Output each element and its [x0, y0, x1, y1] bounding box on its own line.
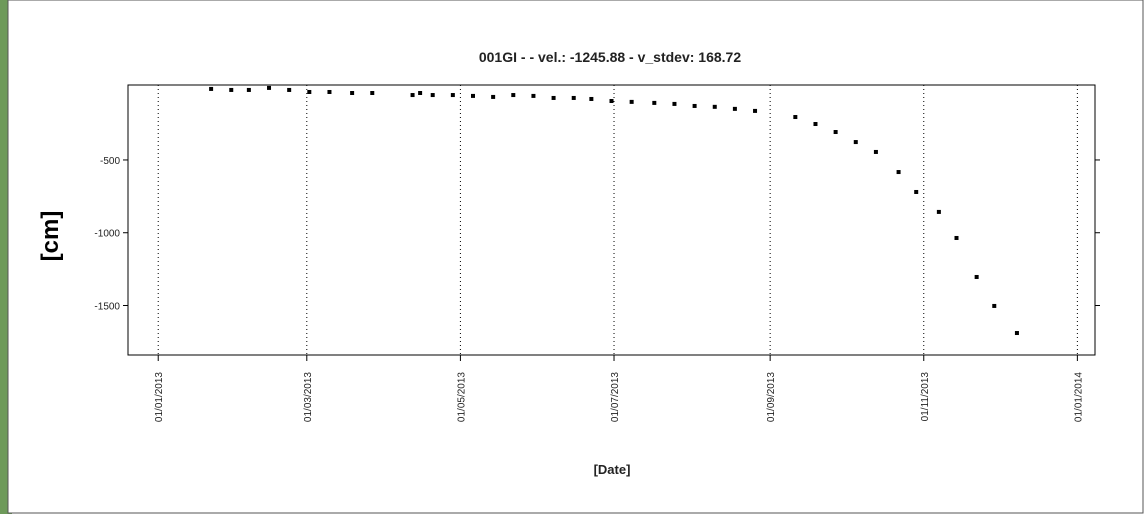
point	[350, 91, 355, 96]
point	[609, 99, 614, 104]
x-tick-label: 01/09/2013	[766, 372, 777, 422]
x-tick-label: 01/05/2013	[456, 372, 467, 422]
point	[307, 89, 312, 94]
point	[793, 115, 798, 120]
x-tick-label: 01/01/2014	[1073, 372, 1084, 422]
y-axis-label: [cm]	[37, 211, 64, 262]
point	[229, 87, 234, 92]
point	[853, 140, 858, 145]
point	[209, 86, 214, 91]
point	[753, 108, 758, 113]
point	[732, 106, 737, 111]
point	[589, 96, 594, 101]
point	[491, 94, 496, 99]
point	[954, 235, 959, 240]
point	[652, 100, 657, 105]
x-tick-label: 01/11/2013	[920, 372, 931, 422]
point	[629, 99, 634, 104]
point	[511, 93, 516, 98]
point	[470, 93, 475, 98]
point	[712, 104, 717, 109]
x-tick-label: 01/03/2013	[303, 372, 314, 422]
plot: 01/01/2013 01/03/2013 01/05/2013 01/07/2013…	[94, 84, 1100, 422]
point	[914, 189, 919, 194]
point	[974, 274, 979, 279]
point	[430, 93, 435, 98]
point	[418, 91, 423, 96]
x-tick-label: 01/07/2013	[610, 372, 621, 422]
plot-frame	[127, 84, 1096, 356]
point	[992, 303, 997, 308]
chart-panel	[7, 0, 1144, 514]
x-tick-label: 01/01/2013	[154, 372, 165, 422]
point	[896, 170, 901, 175]
point	[327, 89, 332, 94]
point	[246, 87, 251, 92]
point	[267, 85, 272, 90]
point	[1014, 331, 1019, 336]
y-tick-label: -1000	[94, 229, 120, 240]
point	[370, 91, 375, 96]
point	[873, 149, 878, 154]
point	[672, 101, 677, 106]
point	[571, 95, 576, 100]
x-axis-label: [Date]	[594, 462, 631, 477]
point	[692, 103, 697, 108]
point	[936, 209, 941, 214]
point	[410, 93, 415, 98]
point	[833, 130, 838, 135]
point	[287, 87, 292, 92]
point	[531, 93, 536, 98]
chart-title: 001GI - - vel.: -1245.88 - v_stdev: 168.…	[479, 49, 741, 65]
y-tick-label: -500	[100, 156, 120, 167]
point	[450, 93, 455, 98]
point	[813, 122, 818, 127]
point	[551, 95, 556, 100]
y-tick-label: -1500	[94, 302, 120, 313]
